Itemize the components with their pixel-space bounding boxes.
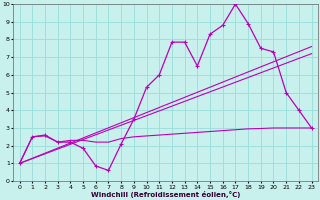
X-axis label: Windchill (Refroidissement éolien,°C): Windchill (Refroidissement éolien,°C) bbox=[91, 191, 240, 198]
